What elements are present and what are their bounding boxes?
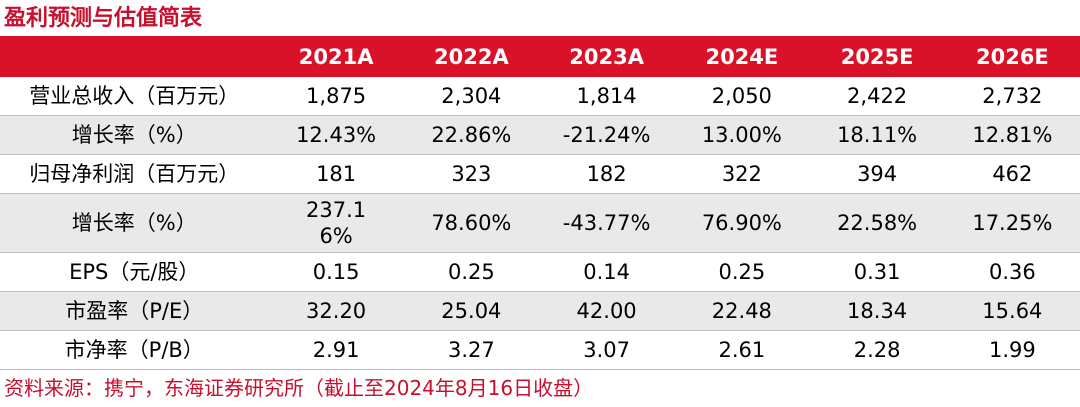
- table-cell: 2,732: [944, 77, 1080, 116]
- table-cell: 0.25: [403, 252, 539, 292]
- table-cell: 42.00: [538, 291, 675, 331]
- table-cell: 76.90%: [674, 193, 810, 253]
- table-cell: 18.34: [809, 291, 945, 331]
- table-cell: 3.27: [403, 330, 539, 370]
- header-row: 2021A 2022A 2023A 2024E 2025E 2026E: [0, 36, 1080, 77]
- table-cell: 32.20: [268, 291, 404, 331]
- source-note: 资料来源：携宁，东海证券研究所（截止至2024年8月16日收盘）: [4, 376, 594, 400]
- row-label: 市盈率（P/E）: [0, 291, 269, 331]
- table-cell: 1,875: [268, 77, 404, 116]
- table-cell: 0.36: [944, 252, 1080, 292]
- column-header: [0, 36, 269, 77]
- table-cell: 182: [538, 154, 675, 194]
- table-cell: 22.48: [674, 291, 810, 331]
- table-cell: 78.60%: [403, 193, 539, 253]
- table-cell: 25.04: [403, 291, 539, 331]
- row-label: EPS（元/股）: [0, 252, 269, 292]
- table-cell: 2,422: [809, 77, 945, 116]
- table-cell: 1,814: [538, 77, 675, 116]
- table-cell: 18.11%: [809, 115, 945, 155]
- table-cell: 12.81%: [944, 115, 1080, 155]
- table-cell: 2.91: [268, 330, 404, 370]
- table-cell: 15.64: [944, 291, 1080, 331]
- column-header: 2021A: [268, 36, 404, 77]
- table-row: 营业总收入（百万元） 1,875 2,304 1,814 2,050 2,422…: [0, 77, 1080, 116]
- table-cell: 181: [268, 154, 404, 194]
- table-cell: 2,304: [403, 77, 539, 116]
- row-label: 增长率（%）: [0, 115, 269, 155]
- table-cell: 237.16%: [268, 193, 404, 253]
- table-cell: 2.61: [674, 330, 810, 370]
- table-cell: 394: [809, 154, 945, 194]
- table-cell: 3.07: [538, 330, 675, 370]
- table-cell: 13.00%: [674, 115, 810, 155]
- table-cell: 2,050: [674, 77, 810, 116]
- table-cell: -43.77%: [538, 193, 675, 253]
- table-row: EPS（元/股） 0.15 0.25 0.14 0.25 0.31 0.36: [0, 252, 1080, 292]
- column-header: 2023A: [538, 36, 675, 77]
- table-cell: 12.43%: [268, 115, 404, 155]
- table-cell: 462: [944, 154, 1080, 194]
- table-cell: 0.14: [538, 252, 675, 292]
- column-header: 2025E: [809, 36, 945, 77]
- row-label: 增长率（%）: [0, 193, 269, 253]
- table-cell: 1.99: [944, 330, 1080, 370]
- table-cell: 0.15: [268, 252, 404, 292]
- table-cell: 22.58%: [809, 193, 945, 253]
- table-cell: 322: [674, 154, 810, 194]
- table-row: 市净率（P/B） 2.91 3.27 3.07 2.61 2.28 1.99: [0, 330, 1080, 370]
- column-header: 2022A: [403, 36, 539, 77]
- column-header: 2024E: [674, 36, 810, 77]
- table-row: 市盈率（P/E） 32.20 25.04 42.00 22.48 18.34 1…: [0, 291, 1080, 331]
- table-cell: -21.24%: [538, 115, 675, 155]
- forecast-table: 2021A 2022A 2023A 2024E 2025E 2026E 营业总收…: [0, 36, 1080, 370]
- table-cell: 323: [403, 154, 539, 194]
- table-row: 归母净利润（百万元） 181 323 182 322 394 462: [0, 154, 1080, 194]
- row-label: 营业总收入（百万元）: [0, 77, 269, 116]
- table-row: 增长率（%） 237.16% 78.60% -43.77% 76.90% 22.…: [0, 193, 1080, 253]
- table-cell: 2.28: [809, 330, 945, 370]
- table-cell: 22.86%: [403, 115, 539, 155]
- table-cell: 0.25: [674, 252, 810, 292]
- table-title: 盈利预测与估值简表: [4, 6, 203, 31]
- row-label: 市净率（P/B）: [0, 330, 269, 370]
- table-row: 增长率（%） 12.43% 22.86% -21.24% 13.00% 18.1…: [0, 115, 1080, 155]
- row-label: 归母净利润（百万元）: [0, 154, 269, 194]
- table-cell: 0.31: [809, 252, 945, 292]
- table-cell: 17.25%: [944, 193, 1080, 253]
- column-header: 2026E: [944, 36, 1080, 77]
